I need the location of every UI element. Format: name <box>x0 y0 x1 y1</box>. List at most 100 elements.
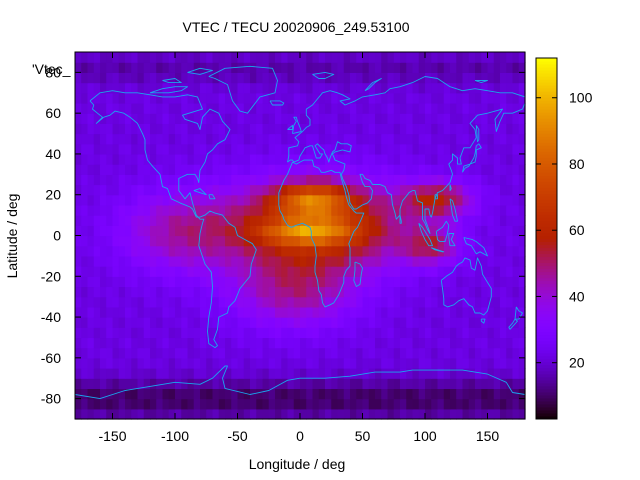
heatmap-cell <box>318 347 326 359</box>
heatmap-cell <box>381 174 389 186</box>
heatmap-cell <box>225 266 232 277</box>
heatmap-cell <box>368 174 376 186</box>
heatmap-cell <box>100 184 107 196</box>
heatmap-cell <box>162 225 170 237</box>
heatmap-cell <box>475 245 482 257</box>
heatmap-cell <box>131 368 139 379</box>
heatmap-cell <box>487 52 495 63</box>
heatmap-cell <box>387 266 395 277</box>
heatmap-cell <box>131 184 139 196</box>
heatmap-cell <box>318 52 326 63</box>
heatmap-cell <box>450 133 457 145</box>
heatmap-cell <box>431 113 439 124</box>
heatmap-cell <box>325 276 332 288</box>
heatmap-cell <box>200 327 207 339</box>
heatmap-cell <box>93 408 101 420</box>
heatmap-cell <box>456 82 464 94</box>
heatmap-cell <box>200 286 207 298</box>
heatmap-cell <box>487 143 495 155</box>
heatmap-cell <box>81 62 89 73</box>
heatmap-cell <box>125 245 132 257</box>
heatmap-cell <box>381 102 389 114</box>
heatmap-cell <box>193 92 201 104</box>
heatmap-cell <box>493 398 501 410</box>
heatmap-cell <box>212 92 220 104</box>
heatmap-cell <box>500 347 507 359</box>
heatmap-cell <box>350 378 357 390</box>
heatmap-cell <box>287 92 295 104</box>
heatmap-cell <box>125 225 132 237</box>
heatmap-cell <box>106 123 114 135</box>
colorbar-segment <box>536 409 557 414</box>
heatmap-cell <box>468 235 476 247</box>
heatmap-cell <box>418 398 426 410</box>
heatmap-cell <box>475 184 482 196</box>
heatmap-cell <box>206 286 214 298</box>
heatmap-cell <box>393 123 401 135</box>
heatmap-cell <box>437 102 445 114</box>
heatmap-cell <box>500 368 507 379</box>
heatmap-cell <box>406 266 414 277</box>
heatmap-cell <box>281 276 289 288</box>
colorbar-segment <box>536 148 557 152</box>
heatmap-cell <box>437 204 445 216</box>
heatmap-cell <box>275 408 282 420</box>
heatmap-cell <box>262 174 270 186</box>
heatmap-cell <box>250 204 257 216</box>
heatmap-cell <box>362 296 370 308</box>
heatmap-cell <box>225 164 232 175</box>
heatmap-cell <box>250 123 257 135</box>
heatmap-cell <box>312 276 320 288</box>
heatmap-cell <box>237 327 245 339</box>
heatmap-cell <box>112 296 120 308</box>
heatmap-cell <box>175 378 182 390</box>
heatmap-cell <box>456 52 464 63</box>
heatmap-cell <box>125 153 132 165</box>
heatmap-cell <box>356 102 364 114</box>
heatmap-cell <box>337 235 345 247</box>
heatmap-cell <box>268 327 276 339</box>
heatmap-cell <box>487 133 495 145</box>
heatmap-cell <box>256 174 264 186</box>
heatmap-cell <box>268 153 276 165</box>
heatmap-cell <box>118 245 126 257</box>
heatmap-cell <box>256 52 264 63</box>
heatmap-cell <box>300 133 307 145</box>
heatmap-cell <box>437 266 445 277</box>
heatmap-cell <box>293 368 301 379</box>
heatmap-cell <box>231 52 239 63</box>
heatmap-cell <box>406 306 414 318</box>
heatmap-cell <box>162 347 170 359</box>
x-tick-label: 100 <box>413 428 437 444</box>
heatmap-cell <box>475 235 482 247</box>
heatmap-cell <box>281 153 289 165</box>
heatmap-cell <box>475 174 482 186</box>
heatmap-cell <box>281 255 289 267</box>
heatmap-cell <box>518 82 526 94</box>
heatmap-cell <box>218 225 226 237</box>
heatmap-cell <box>350 52 357 63</box>
heatmap-cell <box>100 204 107 216</box>
heatmap-cell <box>268 62 276 73</box>
heatmap-cell <box>368 82 376 94</box>
heatmap-cell <box>181 255 189 267</box>
heatmap-cell <box>475 378 482 390</box>
heatmap-cell <box>468 306 476 318</box>
heatmap-cell <box>350 62 357 73</box>
heatmap-cell <box>512 194 520 206</box>
heatmap-cell <box>518 194 526 206</box>
heatmap-cell <box>362 266 370 277</box>
heatmap-cell <box>450 174 457 186</box>
heatmap-cell <box>512 225 520 237</box>
heatmap-cell <box>187 62 195 73</box>
heatmap-cell <box>400 337 407 349</box>
heatmap-cell <box>200 388 207 400</box>
heatmap-cell <box>356 408 364 420</box>
heatmap-cell <box>212 215 220 226</box>
heatmap-cell <box>262 317 270 328</box>
heatmap-cell <box>268 388 276 400</box>
heatmap-cell <box>518 408 526 420</box>
heatmap-cell <box>218 357 226 369</box>
heatmap-cell <box>200 62 207 73</box>
heatmap-cell <box>493 235 501 247</box>
